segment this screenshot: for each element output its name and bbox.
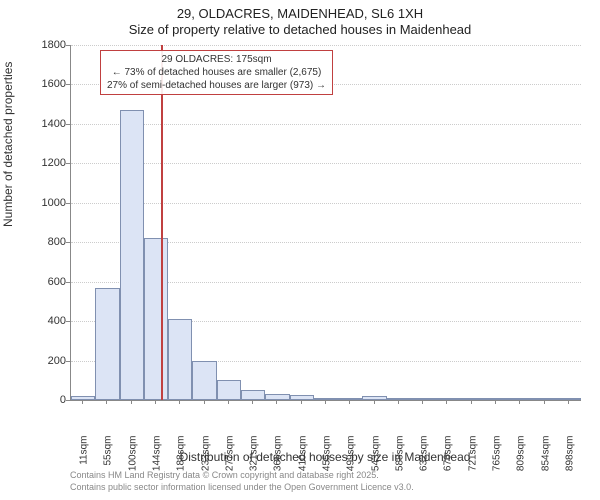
histogram-bar [120,110,144,400]
plot-area [70,45,581,401]
ytick-label: 1600 [16,78,66,90]
xtick-mark [82,400,83,404]
ytick-mark [66,400,70,401]
histogram-bar [557,398,581,400]
xtick-mark [544,400,545,404]
xtick-mark [106,400,107,404]
annotation-line1: 29 OLDACRES: 175sqm [107,53,326,66]
annotation-box: 29 OLDACRES: 175sqm← 73% of detached hou… [100,50,333,95]
xtick-mark [422,400,423,404]
ytick-label: 1200 [16,157,66,169]
y-axis-label: Number of detached properties [1,62,15,227]
xtick-mark [325,400,326,404]
xtick-mark [374,400,375,404]
ytick-mark [66,84,70,85]
ytick-label: 400 [16,315,66,327]
histogram-bar [338,398,362,400]
xtick-mark [204,400,205,404]
ytick-mark [66,282,70,283]
xtick-mark [568,400,569,404]
ytick-mark [66,203,70,204]
xtick-label: 721sqm [467,436,478,486]
ytick-mark [66,124,70,125]
xtick-mark [519,400,520,404]
annotation-line2: ← 73% of detached houses are smaller (2,… [107,66,326,79]
chart-container: 29, OLDACRES, MAIDENHEAD, SL6 1XH Size o… [0,0,600,500]
histogram-bar [362,396,386,400]
xtick-mark [398,400,399,404]
gridline [71,124,581,125]
chart-title-line2: Size of property relative to detached ho… [0,22,600,37]
chart-title-line1: 29, OLDACRES, MAIDENHEAD, SL6 1XH [0,6,600,21]
xtick-mark [301,400,302,404]
ytick-label: 800 [16,236,66,248]
xtick-mark [495,400,496,404]
histogram-bar [435,398,459,400]
ytick-label: 0 [16,394,66,406]
attribution: Contains HM Land Registry data © Crown c… [70,470,414,493]
histogram-bar [95,288,119,400]
histogram-bar [290,395,314,400]
histogram-bar [144,238,168,400]
ytick-mark [66,163,70,164]
xtick-label: 410sqm [297,436,308,486]
xtick-mark [471,400,472,404]
ytick-mark [66,242,70,243]
histogram-bar [241,390,265,400]
xtick-label: 144sqm [152,436,163,486]
marker-line [161,45,163,400]
xtick-label: 676sqm [443,436,454,486]
gridline [71,163,581,164]
histogram-bar [168,319,192,400]
xtick-label: 543sqm [370,436,381,486]
xtick-label: 233sqm [200,436,211,486]
xtick-label: 632sqm [419,436,430,486]
histogram-bar [71,396,95,400]
xtick-mark [228,400,229,404]
histogram-bar [411,398,435,400]
xtick-mark [349,400,350,404]
ytick-label: 1000 [16,197,66,209]
histogram-bar [532,398,556,400]
xtick-mark [276,400,277,404]
xtick-mark [179,400,180,404]
ytick-mark [66,361,70,362]
xtick-mark [155,400,156,404]
xtick-label: 765sqm [492,436,503,486]
xtick-label: 854sqm [540,436,551,486]
xtick-label: 55sqm [103,436,114,486]
histogram-bar [460,398,484,400]
gridline [71,45,581,46]
xtick-label: 499sqm [346,436,357,486]
histogram-bar [192,361,216,400]
attribution-line1: Contains HM Land Registry data © Crown c… [70,470,414,482]
attribution-line2: Contains public sector information licen… [70,482,414,494]
histogram-bar [508,398,532,400]
xtick-label: 366sqm [273,436,284,486]
gridline [71,203,581,204]
xtick-mark [131,400,132,404]
annotation-line3: 27% of semi-detached houses are larger (… [107,79,326,92]
xtick-label: 321sqm [249,436,260,486]
xtick-label: 11sqm [79,436,90,486]
ytick-label: 600 [16,276,66,288]
xtick-label: 100sqm [127,436,138,486]
xtick-label: 188sqm [176,436,187,486]
ytick-label: 1400 [16,118,66,130]
histogram-bar [265,394,289,400]
ytick-mark [66,321,70,322]
xtick-mark [252,400,253,404]
ytick-mark [66,45,70,46]
xtick-label: 809sqm [516,436,527,486]
xtick-label: 455sqm [322,436,333,486]
xtick-label: 898sqm [564,436,575,486]
xtick-mark [446,400,447,404]
xtick-label: 277sqm [224,436,235,486]
histogram-bar [217,380,241,400]
ytick-label: 200 [16,355,66,367]
xtick-label: 588sqm [394,436,405,486]
histogram-bar [387,398,411,400]
ytick-label: 1800 [16,39,66,51]
